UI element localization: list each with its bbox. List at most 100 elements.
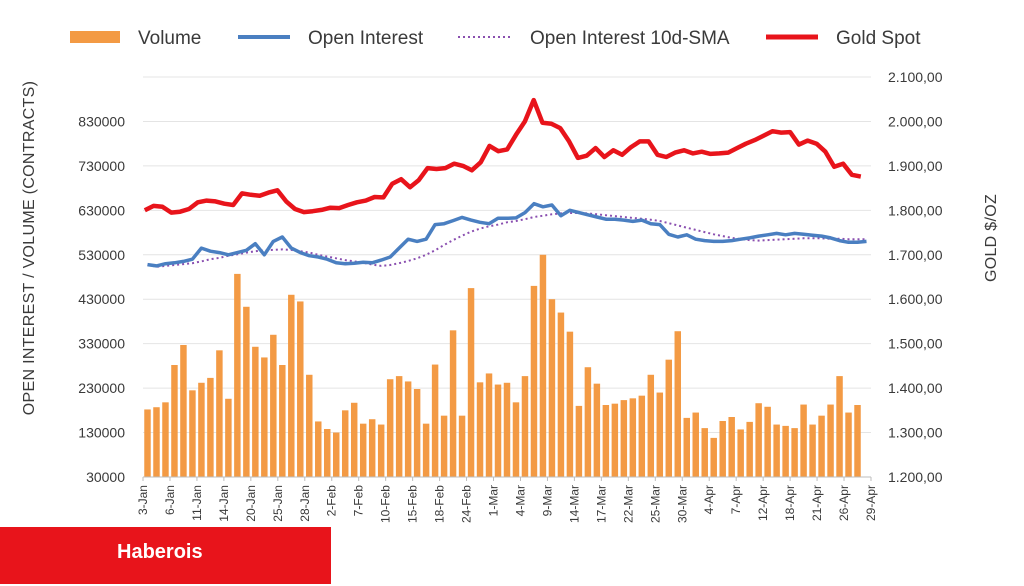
volume-bar: [791, 428, 798, 477]
y-right-ticks: 1.200,00 1.300,00 1.400,00 1.500,00 1.600,00…: [888, 69, 943, 485]
x-tick-label: 25-Mar: [648, 485, 662, 523]
volume-bar: [602, 405, 610, 477]
volume-bar: [746, 421, 753, 477]
volume-bar: [359, 423, 367, 477]
y-left-tick-label: 230000: [78, 380, 125, 396]
volume-bar: [377, 424, 385, 477]
y-right-tick-label: 1.400,00: [888, 380, 943, 396]
volume-bar: [350, 402, 358, 477]
volume-bar: [485, 373, 493, 477]
x-tick-label: 7-Apr: [729, 485, 743, 514]
y-left-tick-label: 730000: [78, 158, 125, 174]
x-tick-label: 4-Apr: [702, 485, 716, 514]
volume-bar: [692, 412, 699, 477]
x-tick-label: 20-Jan: [244, 485, 258, 522]
y-right-tick-label: 1.800,00: [888, 202, 943, 218]
volume-bar: [683, 417, 690, 477]
volume-bar: [539, 254, 547, 477]
x-tick-label: 10-Feb: [379, 485, 393, 523]
volume-bar: [404, 381, 412, 477]
legend-swatch-volume: [70, 31, 120, 43]
y-right-axis-title: GOLD $/OZ: [983, 194, 1000, 282]
volume-bar: [656, 392, 664, 477]
legend: Volume Open Interest Open Interest 10d-S…: [70, 28, 921, 49]
volume-bar: [395, 376, 403, 477]
x-tick-label: 17-Mar: [594, 485, 608, 523]
legend-item-volume: Volume: [70, 28, 201, 49]
x-tick-label: 25-Jan: [271, 485, 285, 522]
volume-bar: [800, 404, 807, 477]
brand-name: Haberois: [117, 541, 203, 563]
volume-bar: [207, 377, 214, 477]
legend-item-gold-spot: Gold Spot: [766, 28, 921, 49]
volume-bar: [737, 429, 744, 477]
volume-bar: [701, 428, 708, 477]
series-line-oi-sma: [147, 212, 867, 268]
volume-bar: [629, 398, 637, 477]
x-tick-label: 12-Apr: [756, 485, 770, 521]
x-tick-label: 18-Feb: [433, 485, 447, 523]
y-right-tick-label: 2.000,00: [888, 113, 943, 129]
volume-bar: [755, 403, 762, 477]
volume-bar: [494, 384, 502, 477]
volume-bar: [458, 415, 466, 477]
x-tick-label: 21-Apr: [810, 485, 824, 521]
volume-bars: [144, 254, 861, 477]
volume-bar: [665, 359, 673, 477]
volume-bar: [440, 415, 448, 477]
volume-bar: [674, 331, 682, 477]
volume-bar: [611, 403, 619, 477]
x-tick-label: 24-Feb: [460, 485, 474, 523]
volume-bar: [638, 395, 646, 477]
volume-bar: [710, 437, 717, 477]
x-tick-label: 4-Mar: [513, 485, 527, 516]
brand-banner: Haberois: [0, 527, 331, 584]
volume-bar: [467, 288, 475, 477]
volume-bar: [575, 405, 583, 477]
volume-bar: [566, 331, 574, 477]
volume-bar: [153, 407, 160, 477]
volume-bar: [306, 374, 313, 477]
volume-bar: [476, 382, 484, 477]
x-tick-label: 14-Mar: [567, 485, 581, 523]
volume-bar: [324, 429, 331, 477]
volume-bar: [413, 389, 421, 477]
y-right-tick-label: 1.500,00: [888, 336, 943, 352]
x-tick-label: 9-Mar: [540, 485, 554, 516]
x-tick-label: 2-Feb: [325, 485, 339, 517]
volume-bar: [270, 334, 277, 477]
volume-bar: [818, 415, 825, 477]
y-left-ticks: 30000 130000 230000 330000 430000 530000 63000…: [78, 113, 125, 485]
volume-bar: [261, 357, 268, 477]
volume-bar: [620, 400, 628, 477]
volume-bar: [171, 365, 178, 477]
volume-bar: [297, 301, 304, 477]
volume-bar: [836, 376, 843, 477]
y-left-tick-label: 30000: [86, 469, 125, 485]
volume-bar: [764, 406, 771, 477]
y-right-tick-label: 1.700,00: [888, 247, 943, 263]
y-right-tick-label: 1.600,00: [888, 291, 943, 307]
volume-bar: [189, 390, 196, 477]
volume-bar: [225, 398, 232, 477]
x-axis: 3-Jan 6-Jan 11-Jan 14-Jan 20-Jan 25-Jan 28-Jan…: [136, 476, 878, 523]
volume-bar: [288, 294, 295, 477]
x-tick-label: 18-Apr: [783, 485, 797, 521]
x-tick-label: 15-Feb: [406, 485, 420, 523]
volume-bar: [341, 410, 349, 477]
volume-bar: [180, 345, 187, 477]
y-right-tick-label: 1.900,00: [888, 158, 943, 174]
volume-bar: [557, 312, 565, 477]
volume-bar: [449, 330, 457, 477]
x-tick-label: 11-Jan: [190, 485, 204, 521]
volume-bar: [584, 367, 592, 477]
volume-bar: [845, 412, 852, 477]
x-tick-label: 22-Mar: [621, 485, 635, 523]
x-tick-label: 6-Jan: [163, 485, 177, 515]
series-line-open-interest: [147, 201, 867, 268]
volume-bar: [728, 417, 735, 477]
volume-bar: [593, 383, 601, 477]
volume-bar: [827, 404, 834, 477]
y-left-tick-label: 330000: [78, 336, 125, 352]
volume-bar: [198, 382, 205, 477]
